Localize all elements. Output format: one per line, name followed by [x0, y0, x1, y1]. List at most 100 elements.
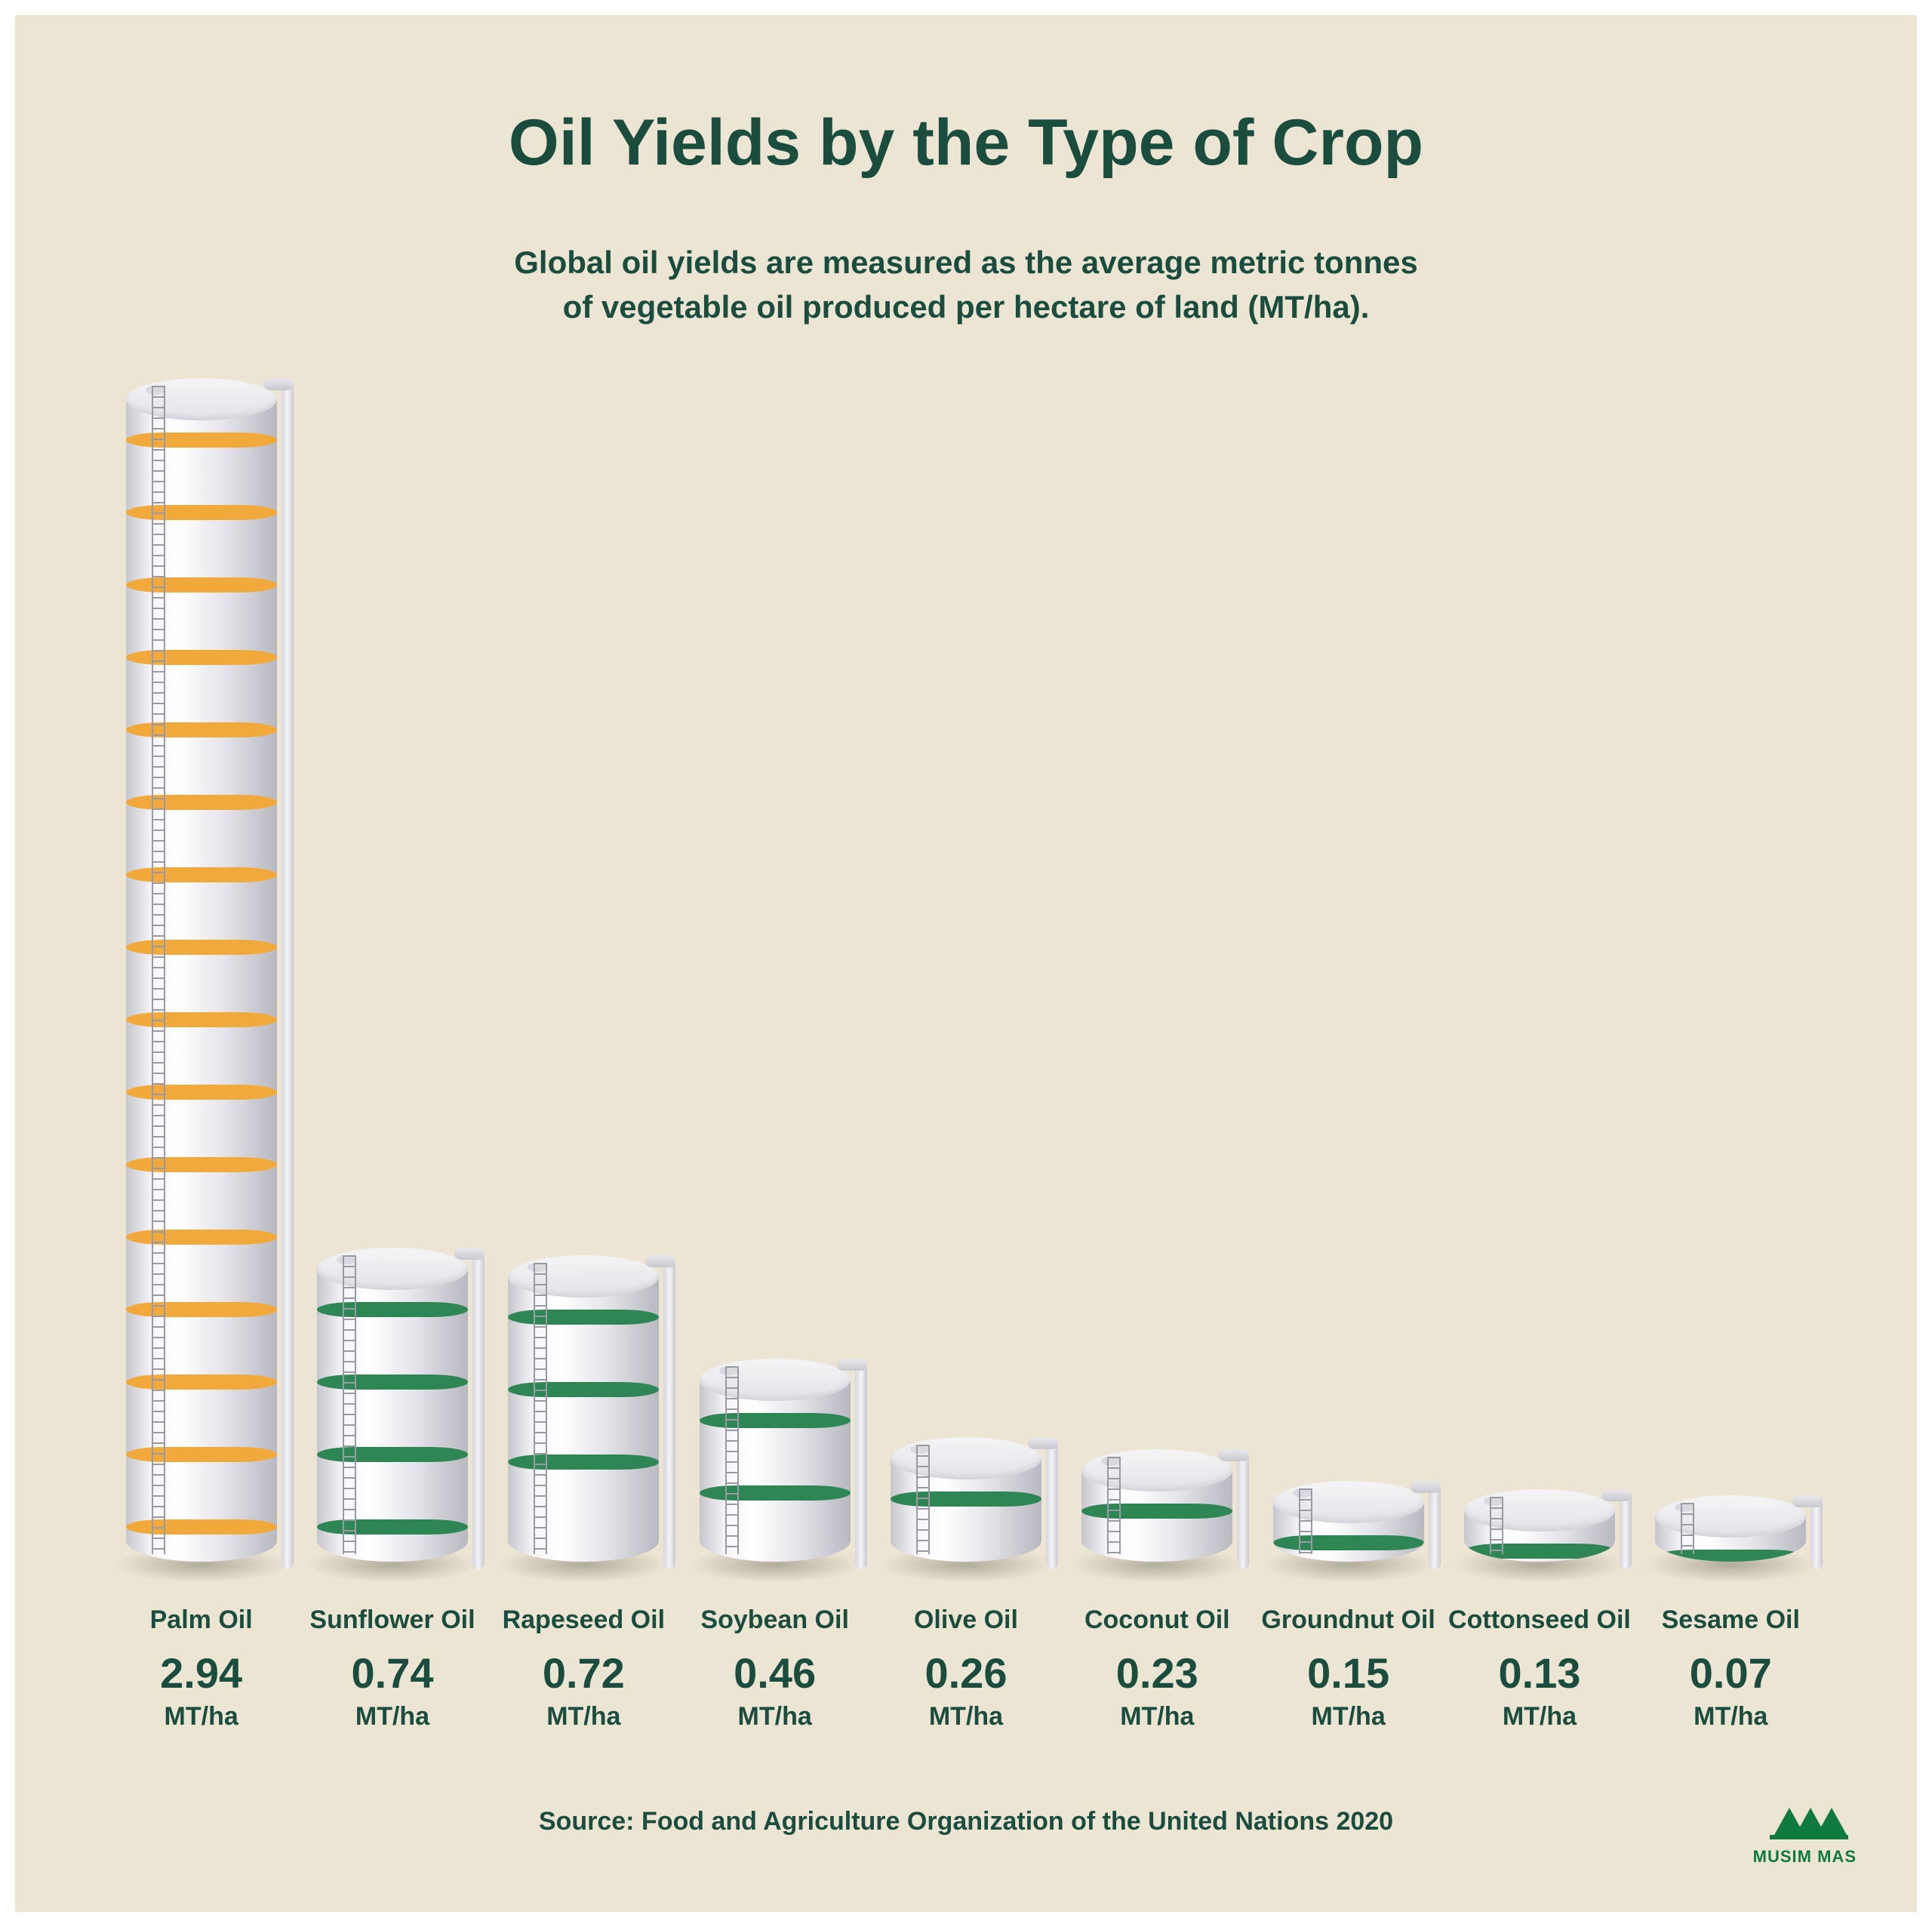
crop-unit: MT/ha [1636, 1702, 1825, 1732]
tank-stripe [126, 1085, 277, 1100]
crop-unit: MT/ha [1063, 1702, 1251, 1732]
crop-unit: MT/ha [107, 1702, 296, 1732]
bar-label: Palm Oil2.94MT/ha [107, 1605, 296, 1732]
pipe-icon [663, 1260, 675, 1568]
pipe-icon [1046, 1442, 1058, 1568]
oil-tank-bar [1273, 1481, 1424, 1562]
crop-name: Coconut Oil [1063, 1605, 1251, 1635]
tank-stripe [700, 1413, 851, 1428]
tank-body [508, 1276, 659, 1561]
bar-label: Olive Oil0.26MT/ha [872, 1605, 1060, 1732]
tank-stripe [126, 577, 277, 593]
tank-stripe [126, 1157, 277, 1172]
ladder-icon [343, 1255, 356, 1554]
tank-top-icon [126, 378, 277, 420]
oil-tank-bar [1464, 1489, 1615, 1562]
tank-stripe [508, 1454, 659, 1470]
logo-icon [1759, 1797, 1850, 1842]
ladder-icon [916, 1445, 930, 1553]
bar-column [489, 1255, 678, 1582]
tank-top-icon [1464, 1489, 1615, 1531]
tank-top-icon [891, 1437, 1041, 1479]
bar-column [1063, 1449, 1251, 1582]
oil-tank-bar [1655, 1495, 1806, 1562]
tank-stripe [126, 505, 277, 520]
tank-stripe [508, 1382, 659, 1397]
ladder-icon [152, 386, 165, 1554]
crop-name: Cottonseed Oil [1445, 1605, 1634, 1635]
crop-value: 0.07 [1636, 1648, 1825, 1698]
tank-stripe [317, 1519, 468, 1535]
tank-stripe [126, 1302, 277, 1317]
crop-value: 0.72 [489, 1648, 678, 1698]
bar-column [1254, 1481, 1443, 1583]
oil-tank-bar [891, 1437, 1041, 1561]
tank-body [700, 1380, 851, 1562]
tank-top-icon [317, 1248, 468, 1290]
bar-column [1445, 1489, 1634, 1583]
tank-stripe [126, 1447, 277, 1462]
crop-unit: MT/ha [1254, 1702, 1443, 1732]
tank-stripe [1081, 1504, 1232, 1519]
crop-value: 0.13 [1445, 1648, 1634, 1698]
tank-body [126, 399, 277, 1562]
pipe-icon [1429, 1485, 1441, 1569]
tank-stripe [126, 867, 277, 882]
brand-logo: MUSIM MAS [1753, 1797, 1857, 1867]
chart-area [75, 375, 1857, 1583]
crop-name: Groundnut Oil [1254, 1605, 1443, 1635]
tank-stripe [126, 1012, 277, 1027]
oil-tank-bar [700, 1359, 851, 1562]
bar-label: Cottonseed Oil0.13MT/ha [1445, 1605, 1634, 1732]
bar-column [298, 1248, 487, 1583]
tank-stripe [126, 1374, 277, 1390]
tank-stripe [1273, 1535, 1424, 1550]
subtitle-line-1: Global oil yields are measured as the av… [514, 245, 1418, 280]
pipe-icon [1620, 1494, 1632, 1569]
tank-stripe [700, 1485, 851, 1501]
source-text: Source: Food and Agriculture Organizatio… [75, 1807, 1857, 1836]
pipe-icon [855, 1363, 867, 1569]
crop-name: Soybean Oil [681, 1605, 869, 1635]
crop-value: 2.94 [107, 1648, 296, 1698]
tank-stripe [126, 1230, 277, 1245]
bar-label: Sesame Oil 0.07 MT/ha [1636, 1605, 1825, 1732]
ladder-icon [534, 1263, 547, 1553]
ladder-icon [1490, 1497, 1503, 1554]
oil-tank-bar [1081, 1449, 1232, 1561]
ladder-icon [1681, 1503, 1694, 1554]
tank-stripe [126, 795, 277, 810]
tank-stripe [891, 1491, 1041, 1507]
bar-column [107, 378, 296, 1583]
pipe-icon [281, 383, 294, 1569]
bar-column [1636, 1495, 1825, 1583]
subtitle-line-2: of vegetable oil produced per hectare of… [563, 289, 1370, 325]
tank-top-icon [1081, 1449, 1232, 1491]
chart-title: Oil Yields by the Type of Crop [75, 106, 1857, 180]
crop-name: Sunflower Oil [298, 1605, 487, 1635]
ladder-icon [1107, 1457, 1121, 1553]
tank-top-icon [1655, 1495, 1806, 1538]
bar-label: Groundnut Oil0.15MT/ha [1254, 1605, 1443, 1732]
crop-name: Sesame Oil [1636, 1605, 1825, 1635]
tank-body [317, 1269, 468, 1562]
tank-stripe [317, 1374, 468, 1390]
pipe-icon [472, 1252, 485, 1569]
bar-label: Rapeseed Oil0.72MT/ha [489, 1605, 678, 1732]
ladder-icon [1299, 1488, 1312, 1554]
oil-tank-bar [126, 378, 277, 1562]
bar-column [872, 1437, 1060, 1582]
tank-stripe [317, 1302, 468, 1317]
tank-stripe [126, 1519, 277, 1535]
crop-value: 0.74 [298, 1648, 487, 1698]
crop-unit: MT/ha [298, 1702, 487, 1732]
tank-stripe [126, 722, 277, 737]
bar-label: Soybean Oil0.46MT/ha [681, 1605, 869, 1732]
chart-labels-row: Palm Oil2.94MT/haSunflower Oil0.74MT/haR… [75, 1605, 1857, 1732]
pipe-icon [1810, 1500, 1823, 1569]
crop-unit: MT/ha [489, 1702, 678, 1732]
bar-column [681, 1359, 869, 1583]
pipe-icon [1237, 1454, 1249, 1568]
oil-tank-bar [317, 1248, 468, 1562]
oil-tank-bar [508, 1255, 659, 1561]
